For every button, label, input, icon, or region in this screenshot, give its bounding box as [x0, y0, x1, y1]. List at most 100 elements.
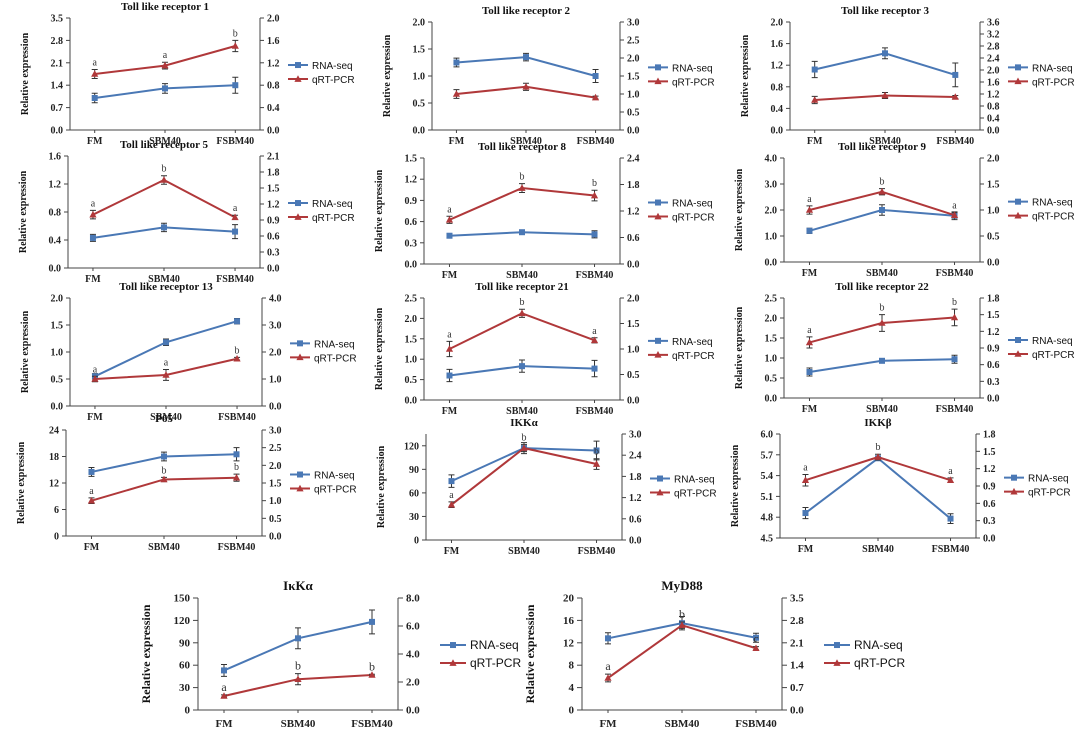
data-point — [752, 644, 760, 652]
x-tick-label: FSBM40 — [576, 406, 614, 417]
right-tick-label: 0.6 — [267, 232, 280, 243]
series-line — [450, 447, 597, 506]
left-tick-label: 0.0 — [765, 394, 778, 405]
data-point — [446, 232, 453, 239]
x-tick-label: SBM40 — [665, 718, 700, 730]
data-point — [881, 91, 889, 99]
chart-panel-8: Toll like receptor 21 0.0 0.5 1.0 1.5 2.0 2.5 0… — [374, 281, 715, 417]
data-point — [811, 66, 818, 73]
right-tick-label: 0.0 — [269, 532, 282, 543]
legend-marker-rna-seq — [450, 642, 456, 649]
chart-panel-5: Toll like receptor 8 0.0 0.3 0.6 0.9 1.2 1.5 0.… — [374, 141, 715, 281]
right-tick-label: 0.8 — [267, 81, 280, 92]
legend-label-rna-seq: RNA-seq — [854, 638, 903, 652]
legend-marker-rna-seq — [295, 200, 301, 207]
data-point — [161, 224, 167, 231]
legend-marker-qrt-pcr — [654, 351, 662, 358]
data-point — [447, 500, 456, 508]
x-tick-label: FM — [449, 136, 465, 147]
data-point — [522, 83, 530, 90]
right-tick-label: 2.0 — [406, 677, 420, 689]
right-tick-label: 1.8 — [629, 472, 642, 483]
left-tick-label: 0.0 — [405, 396, 418, 407]
x-tick-label: FM — [87, 136, 103, 147]
legend: RNA-seq qRT-PCR — [824, 638, 905, 670]
data-point — [806, 369, 813, 375]
x-tick-label: FM — [807, 136, 823, 147]
right-tick-label: 0.6 — [627, 233, 640, 244]
left-tick-label: 5.4 — [761, 471, 774, 482]
legend-label-rna-seq: RNA-seq — [470, 638, 519, 652]
legend: RNA-seq qRT-PCR — [1008, 63, 1075, 88]
x-tick-label: SBM40 — [869, 136, 901, 147]
right-tick-label: 3.0 — [629, 430, 642, 441]
x-tick-label: SBM40 — [281, 718, 316, 730]
right-tick-label: 1.5 — [627, 319, 640, 330]
right-tick-label: 1.2 — [627, 207, 640, 218]
legend-marker-rna-seq — [655, 199, 661, 206]
significance-letter: b — [295, 659, 301, 673]
y-axis-label: Relative expression — [374, 307, 385, 390]
y-axis-label: Relative expression — [376, 445, 387, 528]
left-tick-label: 0 — [569, 705, 575, 717]
legend-label-qrt-pcr: qRT-PCR — [1028, 488, 1071, 499]
series-qrt-pcr — [445, 308, 599, 358]
data-point — [220, 692, 228, 699]
left-tick-label: 90 — [409, 465, 419, 476]
data-point — [951, 356, 958, 363]
data-point — [878, 188, 886, 195]
x-tick-label: FM — [599, 718, 617, 730]
left-tick-label: 24 — [49, 426, 59, 437]
data-point — [452, 90, 461, 97]
x-tick-label: FSBM40 — [936, 268, 974, 279]
right-tick-label: 1.5 — [269, 479, 282, 490]
legend-label-qrt-pcr: qRT-PCR — [1032, 212, 1075, 223]
chart-title: MyD88 — [661, 578, 703, 593]
data-point — [950, 313, 959, 321]
legend: RNA-seq qRT-PCR — [648, 199, 715, 224]
x-tick-label: SBM40 — [866, 268, 898, 279]
chart-title: Toll like receptor 3 — [841, 5, 930, 17]
chart-panel-9: Toll like receptor 22 0.0 0.5 1.0 1.5 2.0 2.5 0… — [734, 281, 1075, 415]
legend-label-rna-seq: RNA-seq — [1032, 336, 1073, 347]
significance-letter: b — [369, 659, 375, 673]
left-tick-label: 2.0 — [771, 18, 784, 29]
legend-marker-qrt-pcr — [296, 353, 304, 361]
legend-label-rna-seq: RNA-seq — [674, 475, 715, 486]
significance-letter: a — [89, 486, 94, 497]
x-tick-label: SBM40 — [508, 546, 540, 557]
data-point — [604, 674, 612, 681]
right-tick-label: 1.2 — [267, 200, 280, 211]
right-tick-label: 0.0 — [627, 126, 640, 137]
data-point — [295, 635, 301, 642]
legend-label-qrt-pcr: qRT-PCR — [314, 485, 357, 496]
significance-letter: a — [807, 325, 812, 336]
significance-letter: a — [92, 58, 97, 69]
x-tick-label: SBM40 — [506, 270, 538, 281]
left-tick-label: 0.0 — [771, 126, 784, 137]
data-point — [232, 473, 241, 481]
right-tick-label: 3.6 — [987, 18, 1000, 29]
legend-label-rna-seq: RNA-seq — [314, 339, 355, 350]
right-tick-label: 0.6 — [629, 514, 642, 525]
legend: RNA-seq qRT-PCR — [290, 339, 357, 364]
left-tick-label: 0.9 — [405, 196, 418, 207]
x-tick-label: FM — [798, 544, 814, 555]
left-tick-label: 0.0 — [51, 126, 64, 137]
y-axis-label: Relative expression — [16, 441, 27, 524]
legend: RNA-seq qRT-PCR — [648, 337, 715, 362]
series-rna-seq — [802, 455, 954, 524]
right-tick-label: 1.2 — [987, 327, 1000, 338]
data-point — [519, 363, 525, 370]
significance-letter: b — [520, 297, 525, 308]
left-tick-label: 2.0 — [765, 206, 778, 217]
legend: RNA-seq qRT-PCR — [288, 61, 355, 86]
legend-marker-rna-seq — [295, 62, 301, 69]
chart-panel-3: Toll like receptor 30.00.40.81.21.62.00.… — [740, 5, 1075, 147]
legend: RNA-seq qRT-PCR — [290, 471, 357, 496]
right-tick-label: 0.0 — [627, 396, 640, 407]
data-point — [520, 444, 528, 451]
legend-marker-rna-seq — [297, 340, 303, 347]
data-point — [951, 93, 959, 100]
